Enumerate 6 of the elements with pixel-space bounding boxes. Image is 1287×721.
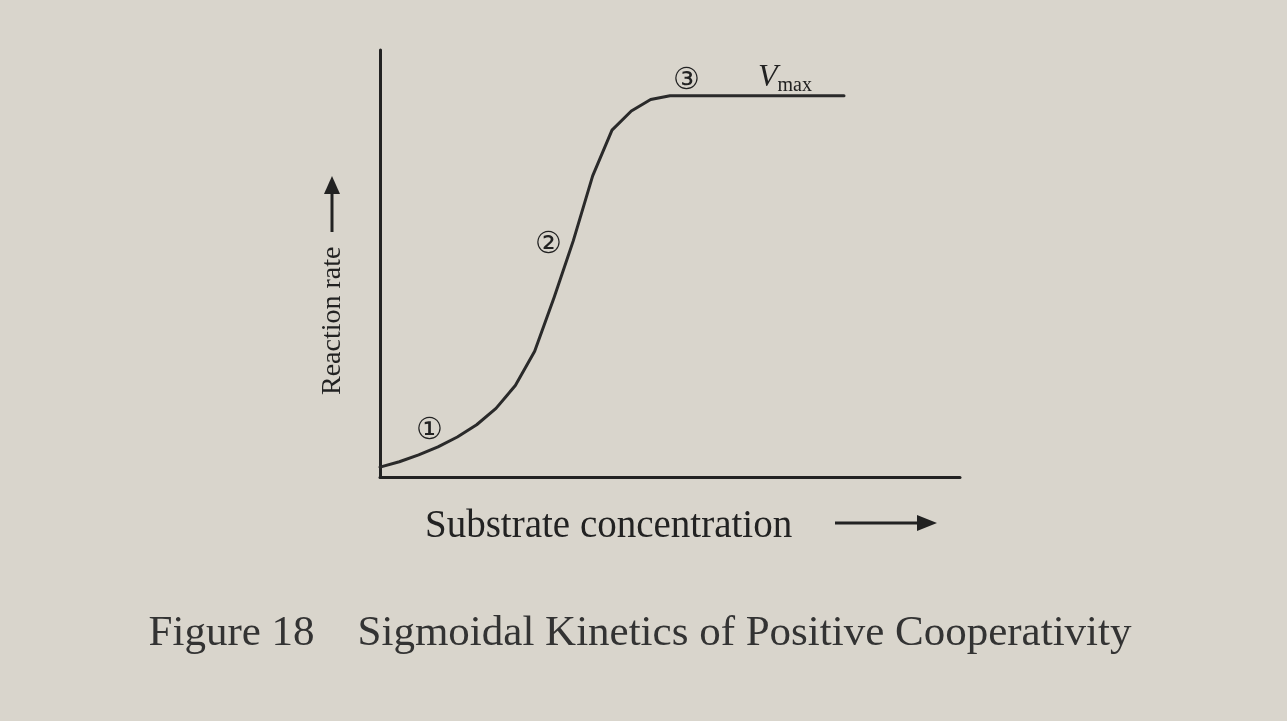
y-axis-title: Reaction rate <box>314 246 346 395</box>
annotation: ② <box>534 225 562 259</box>
text: Figure 18 Sigmoidal Kinetics of Positive Cooperativity <box>148 606 1132 654</box>
text: ③ <box>672 61 700 95</box>
annotation: ① <box>415 411 443 445</box>
x-axis-title: Substrate concentration <box>425 501 793 545</box>
